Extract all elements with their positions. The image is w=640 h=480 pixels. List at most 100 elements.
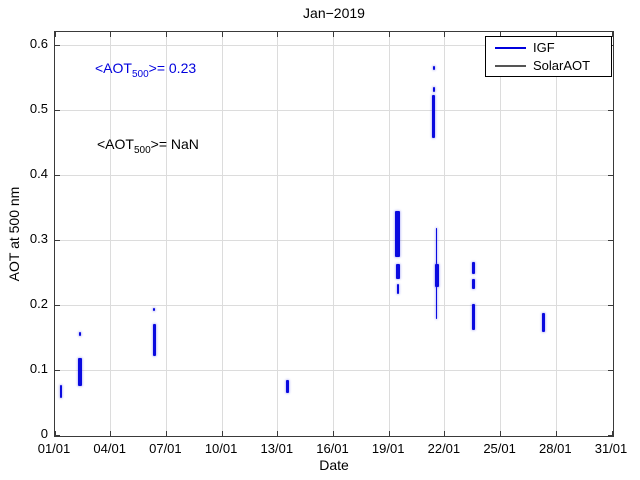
igf-data-cluster [397,283,400,294]
gridline-x-25/01 [500,32,502,436]
y-tick-label-0.6: 0.6 [29,36,48,51]
x-tick [277,32,279,37]
gridline-x-28/01 [555,32,557,436]
y-tick [608,239,613,241]
x-tick [611,431,613,436]
x-tick-label-31/01: 31/01 [594,441,628,456]
gridline-y-0.5 [55,109,613,111]
y-tick-label-0.1: 0.1 [29,361,48,376]
gridline-x-07/01 [165,32,167,436]
igf-data-cluster [432,87,435,92]
x-tick-label-07/01: 07/01 [149,441,182,456]
x-axis-label: Date [319,457,349,473]
y-tick [55,369,60,371]
igf-data-cluster [78,358,83,387]
legend[interactable]: IGF SolarAOT [485,36,612,77]
annotation-text: <AOT [97,136,134,152]
solaraot-line-sample-icon [495,64,526,67]
x-tick [333,431,334,436]
x-tick [444,32,446,37]
y-tick-label-0: 0 [40,426,48,441]
x-tick [54,32,56,37]
x-tick [221,431,223,436]
x-tick-label-10/01: 10/01 [204,441,238,456]
mean-aot-solaraot-annotation: <AOT500>= NaN [97,136,199,156]
y-tick [608,304,613,306]
x-tick-label-01/01: 01/01 [37,441,71,456]
x-tick [165,431,167,436]
igf-data-cluster [395,210,401,257]
x-tick-label-22/01: 22/01 [427,441,461,456]
x-tick-label-25/01: 25/01 [483,441,516,456]
igf-data-cluster [472,303,476,331]
igf-data-cluster [432,65,435,70]
x-tick [333,32,334,37]
y-tick [608,174,613,176]
igf-data-cluster [541,313,546,332]
annotation-text: <AOT [95,60,132,76]
gridline-x-04/01 [110,32,112,436]
x-tick [165,32,167,37]
y-tick-label-0.4: 0.4 [29,166,48,181]
gridline-y-0.6 [55,44,613,46]
chart-title: Jan−2019 [303,5,365,21]
x-tick [555,32,557,37]
gridline-x-10/01 [221,32,223,436]
x-tick [388,32,390,37]
gridline-x-16/01 [333,32,334,436]
x-tick-label-28/01: 28/01 [539,441,572,456]
igf-data-cluster [59,384,62,398]
y-tick [55,44,60,46]
gridline-y-0.1 [55,369,613,371]
gridline-x-19/01 [388,32,390,436]
gridline-y-0.3 [55,239,613,241]
igf-data-cluster [285,380,289,394]
legend-label-igf: IGF [533,40,555,55]
igf-data-cluster [472,262,475,274]
x-tick [54,431,56,436]
igf-line-sample-icon [495,46,526,49]
y-tick [55,109,60,111]
y-tick-label-0.3: 0.3 [29,231,48,246]
x-tick [221,32,223,37]
plot-area [54,31,614,437]
igf-data-cluster [78,332,81,337]
x-tick [277,431,279,436]
y-tick-label-0.2: 0.2 [29,296,48,311]
y-tick [55,434,60,436]
gridline-y-0.4 [55,174,613,176]
igf-data-cluster [472,279,475,289]
igf-data-cluster [152,307,155,311]
y-tick [55,239,60,241]
x-tick [611,32,613,37]
y-tick [608,369,613,371]
y-tick [55,304,60,306]
legend-label-solaraot: SolarAOT [533,58,591,73]
igf-data-cluster [432,95,436,138]
x-tick [500,32,502,37]
x-tick-label-16/01: 16/01 [316,441,349,456]
annotation-text: >= 0.23 [148,60,197,76]
y-tick [608,434,613,436]
igf-data-cluster [396,264,401,279]
y-tick [55,174,60,176]
annotation-subscript: 500 [131,68,149,80]
x-tick [444,431,446,436]
legend-item-solaraot: SolarAOT [486,58,611,73]
igf-data-cluster [153,323,157,356]
legend-item-igf: IGF [486,40,611,55]
x-tick-label-04/01: 04/01 [93,441,126,456]
gridline-x-13/01 [277,32,279,436]
x-tick [110,431,112,436]
x-tick [110,32,112,37]
x-tick-label-13/01: 13/01 [260,441,294,456]
annotation-subscript: 500 [133,144,151,156]
x-tick [555,431,557,436]
y-tick-label-0.5: 0.5 [29,101,48,116]
x-tick [500,431,502,436]
mean-aot-igf-annotation: <AOT500>= 0.23 [95,60,196,80]
annotation-text: >= NaN [150,136,199,152]
gridline-x-22/01 [444,32,446,436]
x-tick [388,431,390,436]
